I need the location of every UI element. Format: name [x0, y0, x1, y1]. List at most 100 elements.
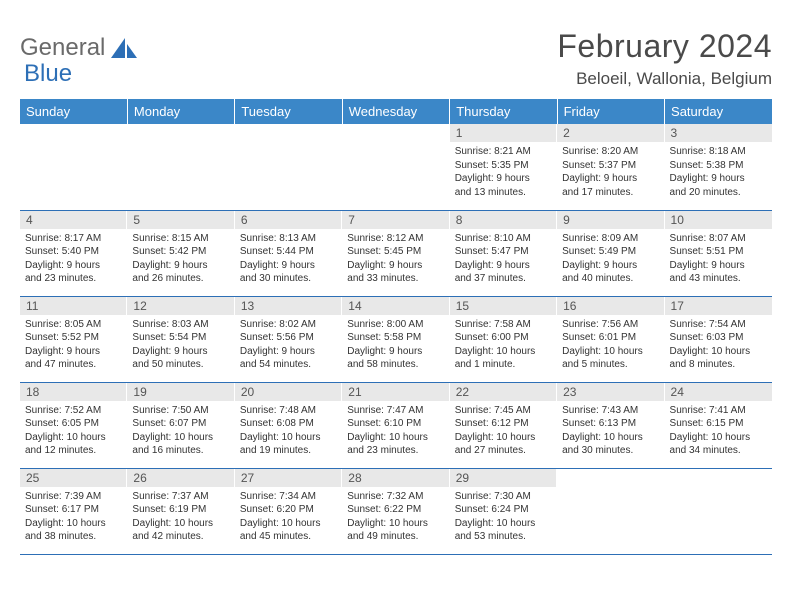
- day-daylight1: Daylight: 10 hours: [347, 431, 444, 445]
- day-daylight1: Daylight: 10 hours: [240, 517, 337, 531]
- day-sunrise: Sunrise: 7:34 AM: [240, 490, 337, 504]
- day-number: 1: [450, 124, 557, 142]
- day-details: Sunrise: 8:00 AMSunset: 5:58 PMDaylight:…: [342, 315, 449, 375]
- day-number: 19: [127, 383, 234, 401]
- day-number: 26: [127, 469, 234, 487]
- day-details: Sunrise: 7:32 AMSunset: 6:22 PMDaylight:…: [342, 487, 449, 547]
- calendar-week-row: 18Sunrise: 7:52 AMSunset: 6:05 PMDayligh…: [20, 382, 772, 468]
- calendar-week-row: 25Sunrise: 7:39 AMSunset: 6:17 PMDayligh…: [20, 468, 772, 554]
- calendar-day-cell: 23Sunrise: 7:43 AMSunset: 6:13 PMDayligh…: [557, 382, 664, 468]
- day-sunset: Sunset: 6:22 PM: [347, 503, 444, 517]
- calendar-day-cell: 22Sunrise: 7:45 AMSunset: 6:12 PMDayligh…: [450, 382, 557, 468]
- day-sunset: Sunset: 6:08 PM: [240, 417, 337, 431]
- day-sunrise: Sunrise: 8:03 AM: [132, 318, 229, 332]
- day-header: Thursday: [450, 99, 557, 124]
- day-daylight2: and 40 minutes.: [562, 272, 659, 286]
- day-details: Sunrise: 7:34 AMSunset: 6:20 PMDaylight:…: [235, 487, 342, 547]
- day-sunrise: Sunrise: 8:12 AM: [347, 232, 444, 246]
- day-daylight2: and 47 minutes.: [25, 358, 122, 372]
- day-sunset: Sunset: 6:20 PM: [240, 503, 337, 517]
- day-details: Sunrise: 8:02 AMSunset: 5:56 PMDaylight:…: [235, 315, 342, 375]
- day-details: Sunrise: 8:17 AMSunset: 5:40 PMDaylight:…: [20, 229, 127, 289]
- day-daylight1: Daylight: 9 hours: [562, 172, 659, 186]
- day-header-row: SundayMondayTuesdayWednesdayThursdayFrid…: [20, 99, 772, 124]
- day-number: 15: [450, 297, 557, 315]
- calendar-day-cell: 29Sunrise: 7:30 AMSunset: 6:24 PMDayligh…: [450, 468, 557, 554]
- calendar-day-cell: 1Sunrise: 8:21 AMSunset: 5:35 PMDaylight…: [450, 124, 557, 210]
- day-details: Sunrise: 8:20 AMSunset: 5:37 PMDaylight:…: [557, 142, 664, 202]
- day-number: 27: [235, 469, 342, 487]
- calendar-day-cell: [127, 124, 234, 210]
- calendar-day-cell: [342, 124, 449, 210]
- day-daylight2: and 34 minutes.: [670, 444, 767, 458]
- calendar-table: SundayMondayTuesdayWednesdayThursdayFrid…: [20, 99, 772, 555]
- day-daylight1: Daylight: 10 hours: [562, 431, 659, 445]
- calendar-day-cell: 4Sunrise: 8:17 AMSunset: 5:40 PMDaylight…: [20, 210, 127, 296]
- day-header: Tuesday: [235, 99, 342, 124]
- day-daylight1: Daylight: 9 hours: [347, 345, 444, 359]
- day-sunrise: Sunrise: 7:37 AM: [132, 490, 229, 504]
- month-title: February 2024: [557, 28, 772, 65]
- day-number: 17: [665, 297, 772, 315]
- day-sunrise: Sunrise: 8:09 AM: [562, 232, 659, 246]
- day-daylight2: and 26 minutes.: [132, 272, 229, 286]
- day-sunrise: Sunrise: 8:15 AM: [132, 232, 229, 246]
- day-sunrise: Sunrise: 8:17 AM: [25, 232, 122, 246]
- day-sunset: Sunset: 6:10 PM: [347, 417, 444, 431]
- calendar-day-cell: 20Sunrise: 7:48 AMSunset: 6:08 PMDayligh…: [235, 382, 342, 468]
- day-sunset: Sunset: 5:56 PM: [240, 331, 337, 345]
- day-daylight1: Daylight: 9 hours: [670, 172, 767, 186]
- day-sunrise: Sunrise: 7:41 AM: [670, 404, 767, 418]
- day-daylight1: Daylight: 9 hours: [132, 259, 229, 273]
- day-daylight2: and 38 minutes.: [25, 530, 122, 544]
- day-number: 13: [235, 297, 342, 315]
- calendar-day-cell: 12Sunrise: 8:03 AMSunset: 5:54 PMDayligh…: [127, 296, 234, 382]
- day-header: Friday: [557, 99, 664, 124]
- day-sunset: Sunset: 6:15 PM: [670, 417, 767, 431]
- day-details: Sunrise: 7:50 AMSunset: 6:07 PMDaylight:…: [127, 401, 234, 461]
- day-details: Sunrise: 7:52 AMSunset: 6:05 PMDaylight:…: [20, 401, 127, 461]
- day-sunset: Sunset: 6:07 PM: [132, 417, 229, 431]
- day-daylight2: and 42 minutes.: [132, 530, 229, 544]
- day-daylight2: and 45 minutes.: [240, 530, 337, 544]
- day-sunrise: Sunrise: 8:07 AM: [670, 232, 767, 246]
- calendar-day-cell: 9Sunrise: 8:09 AMSunset: 5:49 PMDaylight…: [557, 210, 664, 296]
- day-daylight2: and 30 minutes.: [562, 444, 659, 458]
- day-daylight1: Daylight: 9 hours: [25, 345, 122, 359]
- day-daylight1: Daylight: 10 hours: [132, 517, 229, 531]
- day-daylight1: Daylight: 10 hours: [25, 431, 122, 445]
- day-details: Sunrise: 7:47 AMSunset: 6:10 PMDaylight:…: [342, 401, 449, 461]
- day-number: 22: [450, 383, 557, 401]
- day-sunset: Sunset: 5:42 PM: [132, 245, 229, 259]
- day-daylight1: Daylight: 10 hours: [670, 431, 767, 445]
- day-sunrise: Sunrise: 7:30 AM: [455, 490, 552, 504]
- day-sunset: Sunset: 6:12 PM: [455, 417, 552, 431]
- day-sunrise: Sunrise: 8:05 AM: [25, 318, 122, 332]
- calendar-day-cell: 11Sunrise: 8:05 AMSunset: 5:52 PMDayligh…: [20, 296, 127, 382]
- day-sunrise: Sunrise: 7:47 AM: [347, 404, 444, 418]
- day-sunrise: Sunrise: 7:48 AM: [240, 404, 337, 418]
- day-daylight2: and 16 minutes.: [132, 444, 229, 458]
- calendar-day-cell: 25Sunrise: 7:39 AMSunset: 6:17 PMDayligh…: [20, 468, 127, 554]
- day-details: Sunrise: 8:18 AMSunset: 5:38 PMDaylight:…: [665, 142, 772, 202]
- day-daylight2: and 58 minutes.: [347, 358, 444, 372]
- calendar-day-cell: 19Sunrise: 7:50 AMSunset: 6:07 PMDayligh…: [127, 382, 234, 468]
- day-sunset: Sunset: 5:51 PM: [670, 245, 767, 259]
- day-sunrise: Sunrise: 8:18 AM: [670, 145, 767, 159]
- day-details: Sunrise: 7:54 AMSunset: 6:03 PMDaylight:…: [665, 315, 772, 375]
- day-sunset: Sunset: 6:24 PM: [455, 503, 552, 517]
- day-number: 29: [450, 469, 557, 487]
- calendar-day-cell: 14Sunrise: 8:00 AMSunset: 5:58 PMDayligh…: [342, 296, 449, 382]
- calendar-day-cell: 21Sunrise: 7:47 AMSunset: 6:10 PMDayligh…: [342, 382, 449, 468]
- day-daylight1: Daylight: 9 hours: [347, 259, 444, 273]
- day-daylight2: and 49 minutes.: [347, 530, 444, 544]
- day-sunrise: Sunrise: 7:54 AM: [670, 318, 767, 332]
- day-sunrise: Sunrise: 7:39 AM: [25, 490, 122, 504]
- day-number: 2: [557, 124, 664, 142]
- day-number: 14: [342, 297, 449, 315]
- day-daylight1: Daylight: 10 hours: [347, 517, 444, 531]
- day-details: Sunrise: 7:43 AMSunset: 6:13 PMDaylight:…: [557, 401, 664, 461]
- day-daylight1: Daylight: 9 hours: [240, 259, 337, 273]
- day-details: Sunrise: 7:48 AMSunset: 6:08 PMDaylight:…: [235, 401, 342, 461]
- day-daylight1: Daylight: 9 hours: [670, 259, 767, 273]
